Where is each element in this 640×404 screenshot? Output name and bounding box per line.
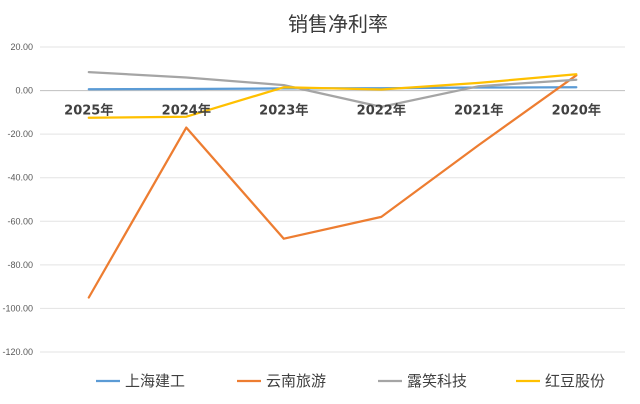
legend-label: 露笑科技	[407, 372, 467, 390]
y-tick-label: -40.00	[7, 173, 33, 183]
x-tick-label: 2022年	[357, 103, 406, 119]
x-tick-label: 2024年	[162, 103, 211, 119]
series-lines	[87, 70, 578, 299]
y-axis-ticks: 20.00 0.00 -20.00 -40.00 -60.00 -80.00 -100.00…	[2, 42, 33, 357]
x-tick-label: 2021年	[454, 103, 503, 119]
y-tick-label: -60.00	[7, 216, 33, 226]
legend-label: 红豆股份	[545, 372, 605, 390]
series-line-1	[87, 74, 578, 299]
chart-title: 销售净利率	[288, 12, 388, 36]
series-line-3	[87, 73, 578, 119]
legend-label: 云南旅游	[266, 372, 326, 390]
x-axis-ticks: 2025年 2024年 2023年 2022年 2021年 2020年	[64, 103, 601, 119]
y-tick-label: -100.00	[2, 303, 33, 313]
legend: 上海建工 云南旅游 露笑科技 红豆股份	[96, 372, 605, 390]
y-tick-label: -120.00	[2, 347, 33, 357]
x-tick-label: 2025年	[64, 103, 113, 119]
x-tick-label: 2020年	[552, 103, 601, 119]
y-tick-label: -80.00	[7, 260, 33, 270]
y-tick-label: 20.00	[10, 42, 33, 52]
x-tick-label: 2023年	[259, 103, 308, 119]
legend-label: 上海建工	[125, 372, 185, 390]
y-tick-label: -20.00	[7, 129, 33, 139]
gridlines	[40, 46, 625, 353]
y-tick-label: 0.00	[15, 86, 33, 96]
series-line-2	[87, 70, 578, 109]
